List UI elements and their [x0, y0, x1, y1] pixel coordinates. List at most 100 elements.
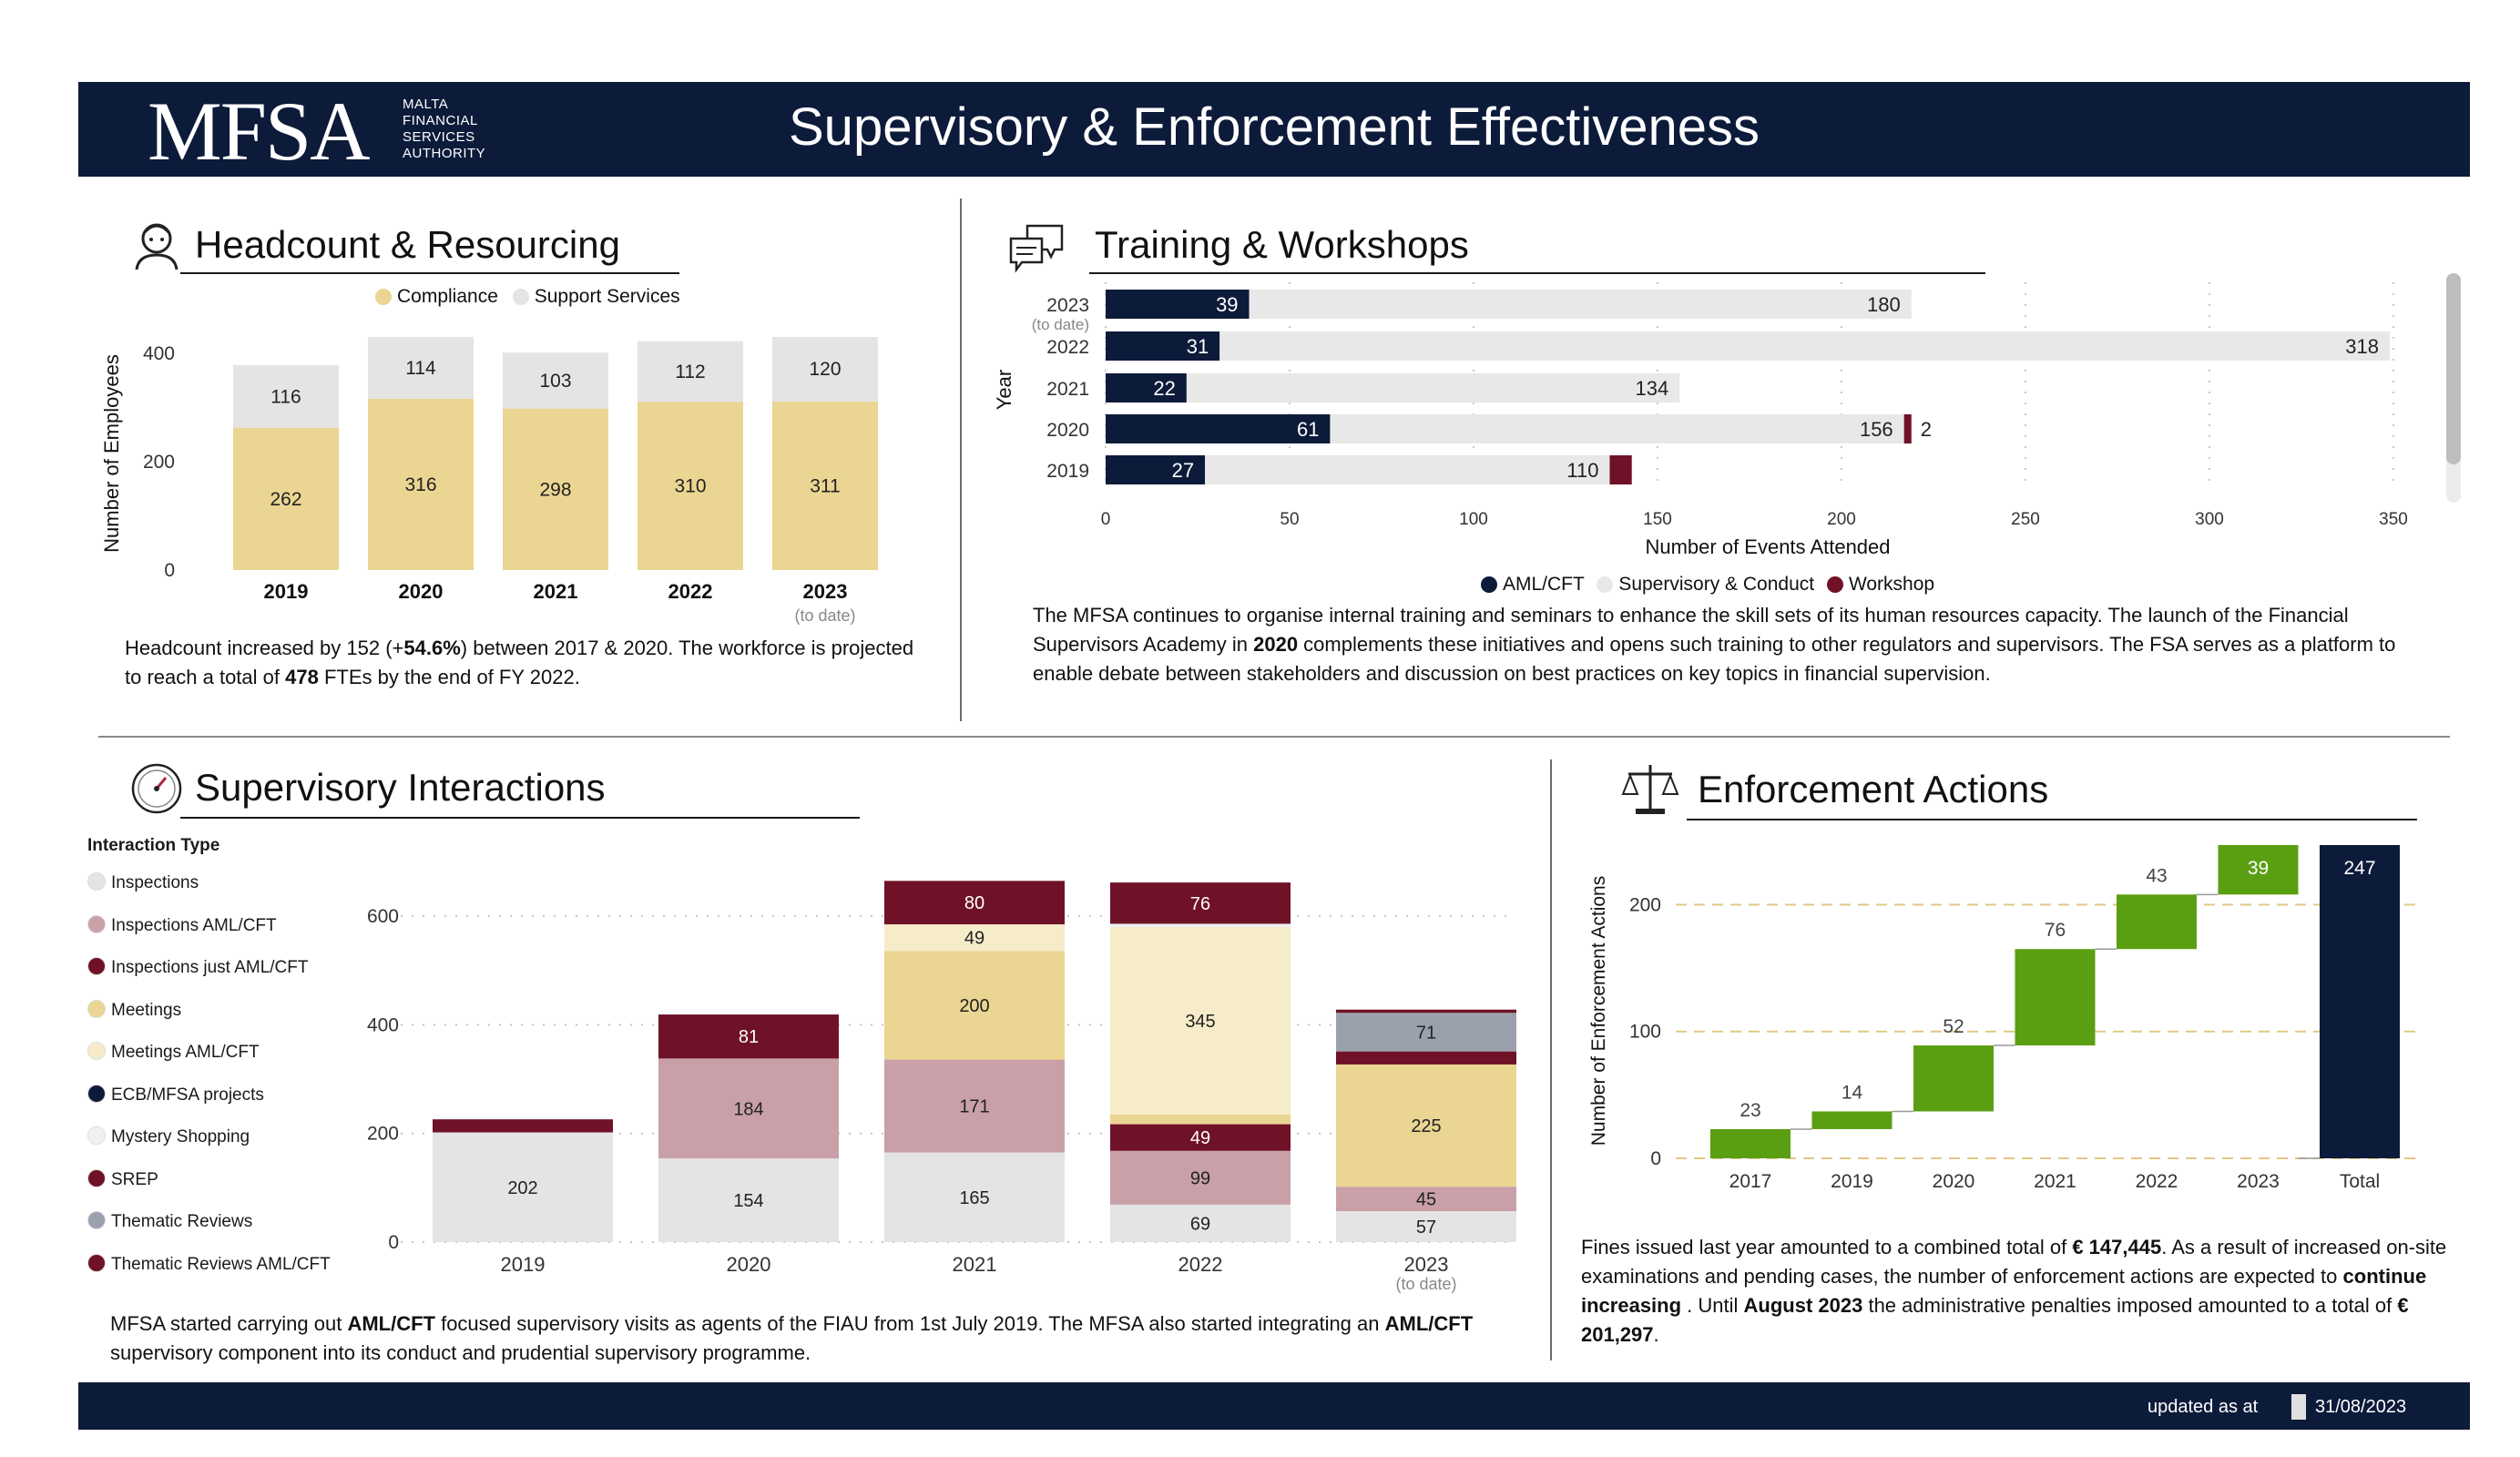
legend-swatch	[87, 1211, 106, 1229]
x-tick-label: 2023	[1404, 1253, 1449, 1276]
text-run: Fines issued last year amounted to a com…	[1581, 1236, 2073, 1258]
text-run: . Until	[1681, 1294, 1744, 1317]
text-run: the administrative penalties imposed amo…	[1862, 1294, 2398, 1317]
y-tick-label: 200	[1629, 894, 1661, 915]
page-title: Supervisory & Enforcement Effectiveness	[789, 97, 1760, 157]
training-title: Training & Workshops	[1095, 223, 1469, 266]
bar-segment	[884, 1152, 1065, 1242]
x-tick-label: 2020	[1933, 1171, 1975, 1192]
bar-segment	[1811, 1111, 1893, 1129]
text-run-bold: 2020	[1253, 633, 1299, 656]
bar-segment	[2015, 949, 2096, 1046]
data-label: 39	[2248, 858, 2269, 879]
data-label: 120	[809, 359, 841, 380]
title-underline	[180, 272, 679, 274]
data-label: 311	[810, 475, 840, 496]
bar-segment	[503, 408, 608, 570]
text-run-bold: 478	[285, 666, 319, 688]
bar-segment	[2218, 845, 2299, 895]
data-label: 80	[964, 893, 985, 913]
x-tick-label: 2023	[2237, 1171, 2280, 1192]
legend-item: ECB/MFSA projects	[87, 1084, 264, 1105]
updated-marker	[2291, 1394, 2306, 1420]
enforcement-title: Enforcement Actions	[1698, 768, 2049, 810]
chart-scrollbar-thumb[interactable]	[2446, 273, 2461, 464]
title-underline	[1089, 272, 1985, 274]
chat-bubbles-icon	[1007, 222, 1066, 273]
interactions-legend: Interaction Type Inspections Inspections …	[87, 836, 361, 1282]
text-run: MFSA started carrying out	[110, 1312, 348, 1335]
x-tick-label: 0	[1101, 510, 1111, 529]
data-label: 71	[1416, 1023, 1436, 1043]
data-label: 22	[1153, 377, 1175, 400]
text-run: .	[1653, 1323, 1659, 1346]
x-tick-label: 300	[2195, 510, 2224, 529]
bar-segment	[658, 1058, 839, 1159]
x-tick-label: 2019	[501, 1253, 546, 1276]
text-run-bold: € 201,297	[1581, 1294, 2409, 1346]
person-icon	[129, 217, 184, 271]
x-tick-label: 2019	[1831, 1171, 1873, 1192]
data-label: 112	[675, 362, 705, 382]
bar-segment	[884, 951, 1065, 1060]
data-label: 31	[1187, 335, 1209, 358]
legend-title: Interaction Type	[87, 836, 220, 855]
data-label: 310	[674, 476, 706, 497]
bar-segment	[1110, 1114, 1291, 1125]
legend-swatch	[87, 1042, 106, 1060]
bar-segment	[433, 1119, 613, 1133]
x-tick-label: Total	[2340, 1171, 2380, 1192]
legend-swatch	[87, 1126, 106, 1145]
x-tick-label: 2017	[1729, 1171, 1772, 1192]
data-label: 156	[1860, 418, 1893, 441]
bar-segment	[884, 881, 1065, 925]
data-label: 14	[1842, 1082, 1863, 1103]
bar-segment	[638, 402, 743, 570]
data-label: 49	[1190, 1128, 1210, 1148]
header-bar: MFSA MALTA FINANCIAL SERVICES AUTHORITY …	[78, 82, 2470, 177]
bar-segment	[233, 364, 339, 429]
y-tick-label: 2020	[1046, 420, 1089, 441]
text-run: . As a result of increased on-site exami…	[1581, 1236, 2447, 1288]
bar-segment	[1336, 1064, 1516, 1187]
y-tick-label: 0	[1650, 1148, 1661, 1169]
data-label: 76	[2045, 920, 2066, 941]
x-tick-label: 2022	[1178, 1253, 1223, 1276]
bar-segment	[233, 428, 339, 570]
headcount-title: Headcount & Resourcing	[195, 223, 620, 266]
y-tick-label: 2021	[1046, 379, 1089, 400]
logo-sub-line: FINANCIAL	[403, 113, 478, 128]
legend-swatch	[87, 914, 106, 933]
data-label: 39	[1216, 293, 1238, 316]
bar-segment	[1336, 1187, 1516, 1211]
data-label: 49	[964, 929, 985, 949]
text-run: The MFSA continues to organise internal …	[1033, 604, 2349, 656]
enforcement-description: Fines issued last year amounted to a com…	[1581, 1233, 2455, 1350]
data-label: 202	[507, 1178, 537, 1198]
data-label: 165	[959, 1188, 989, 1208]
interactions-chart: 0 200 400 600 202 2019 154 184 81 2020 165 171 200 49…	[367, 881, 1516, 1293]
bar-segment	[884, 924, 1065, 952]
bar-segment	[1110, 1124, 1291, 1151]
bar-segment	[1110, 882, 1291, 924]
training-chart: 0 50 100 150 200 250 300 350 Number of Events At…	[993, 282, 2408, 558]
bar-segment	[1913, 1045, 1994, 1112]
legend-swatch	[1481, 576, 1497, 593]
x-tick-label: 100	[1459, 510, 1488, 529]
bar-segment	[1106, 290, 1250, 319]
legend-label: Workshop	[1848, 574, 1935, 595]
data-label: 52	[1943, 1016, 1964, 1037]
data-label: 180	[1867, 293, 1901, 316]
data-label: 45	[1416, 1190, 1436, 1210]
x-tick-label: 350	[2379, 510, 2408, 529]
text-run: FTEs by the end of FY 2022.	[318, 666, 580, 688]
bar-segment	[772, 401, 878, 570]
bar-segment	[1903, 414, 1912, 443]
y-tick-label: 200	[367, 1124, 399, 1145]
bar-segment	[1609, 455, 1632, 484]
x-axis-label: Number of Events Attended	[1645, 535, 1890, 558]
legend-label: Inspections	[111, 873, 199, 892]
bar-segment	[1110, 1204, 1291, 1242]
x-tick-label: 150	[1643, 510, 1672, 529]
text-run: focused supervisory visits as agents of …	[434, 1312, 1385, 1335]
